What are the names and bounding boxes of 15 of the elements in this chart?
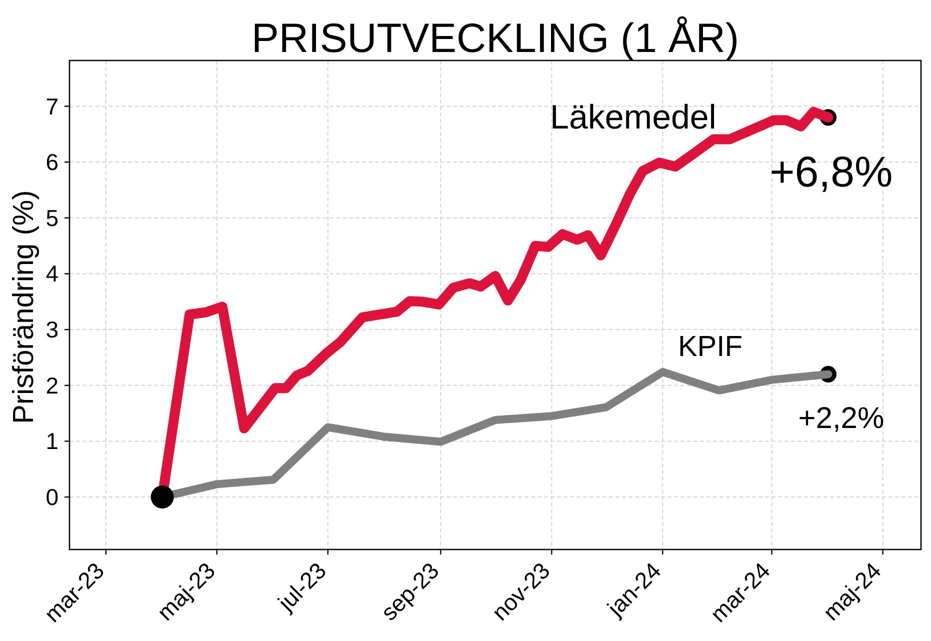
y-axis-title: Prisförändring (%) (8, 190, 40, 424)
y-tick-label: 7 (46, 93, 58, 120)
point (150, 486, 174, 509)
y-tick-label: 6 (46, 149, 58, 176)
y-tick-label: 2 (46, 372, 58, 398)
annotation: +6,8% (770, 148, 893, 196)
y-tick-label: 3 (46, 316, 58, 343)
chart-title: PRISUTVECKLING (1 ÅR) (251, 15, 740, 61)
annotation: +2,2% (798, 402, 884, 435)
y-tick-label: 1 (46, 428, 58, 454)
series-label: Läkemedel (550, 98, 716, 136)
y-tick-label: 4 (46, 260, 59, 287)
y-tick-label: 5 (46, 204, 58, 231)
series-label: KPIF (678, 331, 742, 364)
y-tick-label: 0 (46, 484, 58, 510)
